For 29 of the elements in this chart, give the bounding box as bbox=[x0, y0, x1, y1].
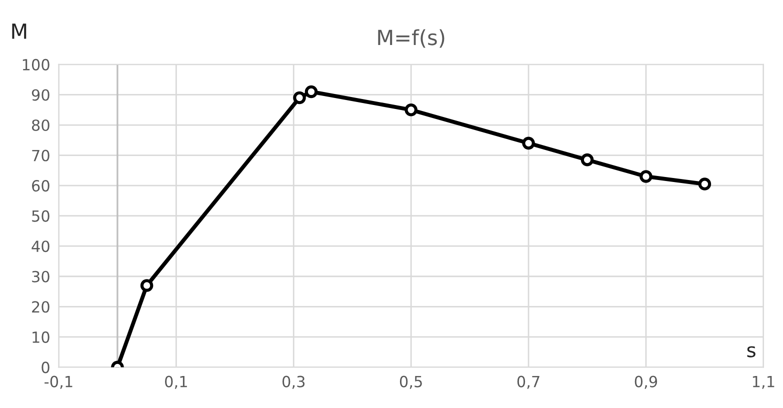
x-tick-label: 1,1 bbox=[752, 376, 774, 389]
y-tick-label: 100 bbox=[22, 58, 50, 70]
x-tick-label: 0,9 bbox=[634, 376, 658, 389]
point bbox=[304, 85, 318, 98]
y-axis-title: M bbox=[12, 24, 26, 39]
x-tick-label: 0,3 bbox=[282, 376, 305, 389]
y-tick-label: 90 bbox=[32, 89, 50, 101]
x-tick-label: 0,5 bbox=[400, 376, 422, 389]
point bbox=[698, 178, 712, 190]
y-tick-label: 40 bbox=[32, 240, 50, 252]
point bbox=[640, 170, 652, 183]
y-tick-label: 60 bbox=[32, 180, 50, 192]
chart-title: M=f(s) bbox=[378, 29, 444, 48]
point bbox=[293, 91, 306, 104]
x-tick-label: 0,7 bbox=[517, 376, 540, 389]
y-tick-label: 70 bbox=[32, 150, 50, 162]
point bbox=[522, 136, 535, 150]
y-tick-label: 50 bbox=[32, 210, 50, 222]
x-tick-label: 0,1 bbox=[165, 376, 187, 389]
y-tick-label: 0 bbox=[42, 362, 50, 374]
y-tick-label: 20 bbox=[32, 301, 50, 313]
y-tick-label: 30 bbox=[32, 270, 50, 282]
point bbox=[140, 279, 154, 292]
point bbox=[580, 153, 594, 166]
y-tick-label: 80 bbox=[32, 119, 50, 132]
point bbox=[404, 103, 418, 116]
x-tick-label: -0,1 bbox=[44, 376, 72, 389]
y-tick-label: 10 bbox=[32, 331, 50, 343]
x-axis-title: s bbox=[747, 346, 756, 358]
